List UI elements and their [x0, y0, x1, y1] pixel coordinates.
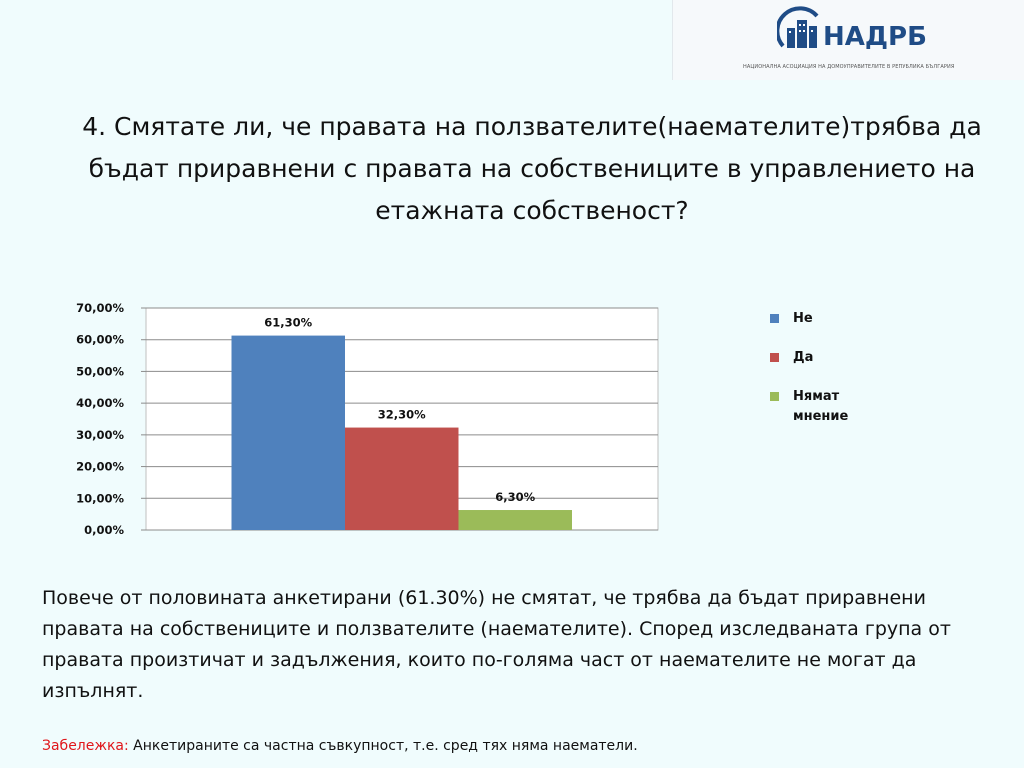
bar-1 [345, 427, 459, 530]
legend-label: Нямат [793, 389, 840, 404]
footnote-label: Забележка: [42, 738, 129, 754]
y-tick-label: 40,00% [76, 396, 124, 410]
logo-subtitle: НАЦИОНАЛНА АСОЦИАЦИЯ НА ДОМОУПРАВИТЕЛИТЕ… [743, 64, 955, 70]
y-tick-label: 60,00% [76, 333, 124, 347]
legend-label: Да [793, 350, 813, 365]
bar-chart: 0,00% 10,00% 20,00% 30,00% 40,00% 50,00% 60,00… [76, 301, 849, 537]
bar-0 [231, 335, 345, 530]
slide-title: 4. Смятате ли, че правата на ползвателит… [82, 112, 982, 225]
building-logo-icon [777, 6, 819, 48]
legend-swatch [770, 353, 779, 362]
y-tick-label: 10,00% [76, 491, 124, 505]
footnote-text: Анкетираните са частна съвкупност, т.е. … [128, 738, 638, 754]
legend-label: Не [793, 311, 813, 326]
y-tick-label: 20,00% [76, 460, 124, 474]
y-tick-label: 0,00% [84, 523, 124, 537]
y-tick-label: 30,00% [76, 428, 124, 442]
y-tick-label: 70,00% [76, 301, 124, 315]
legend-label: мнение [793, 409, 849, 424]
y-tick-label: 50,00% [76, 364, 124, 378]
logo-text: НАДРБ [823, 22, 927, 52]
footnote: Забележка: Анкетираните са частна съвкуп… [42, 737, 1002, 755]
legend-swatch [770, 314, 779, 323]
data-label: 61,30% [264, 316, 312, 330]
logo: НАДРБ НАЦИОНАЛНА АСОЦИАЦИЯ НА ДОМОУПРАВИ… [672, 0, 1024, 80]
data-label: 32,30% [378, 408, 426, 422]
summary-text: Повече от половината анкетирани (61.30%)… [42, 587, 951, 702]
bar-2 [458, 510, 572, 530]
data-label: 6,30% [495, 490, 535, 504]
legend-swatch [770, 392, 779, 401]
